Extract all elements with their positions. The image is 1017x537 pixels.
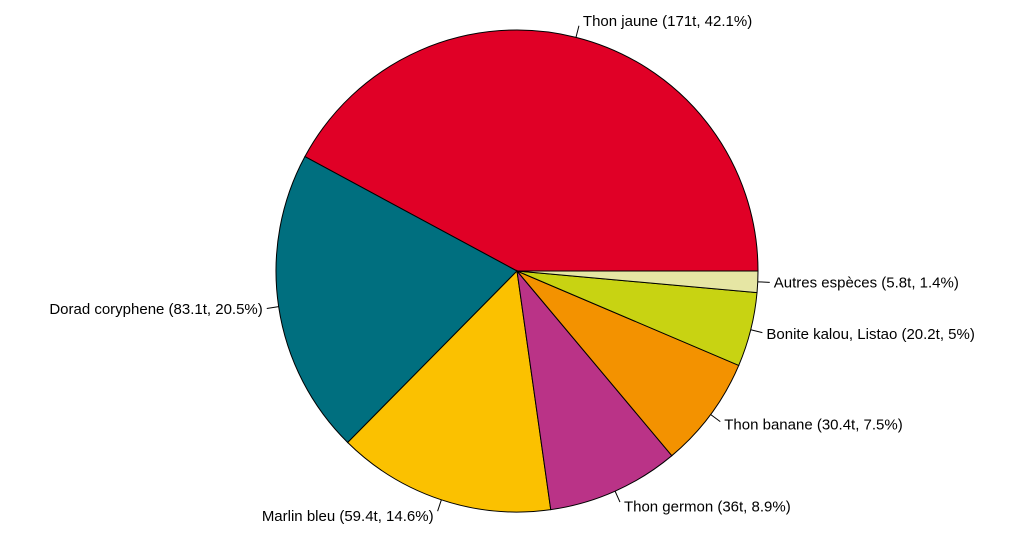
slice-label-thon-jaune: Thon jaune (171t, 42.1%) <box>583 13 752 30</box>
pie-slice-thon-jaune <box>304 29 759 272</box>
pie-slice-autres-especes <box>516 270 759 294</box>
slice-label-thon-germon: Thon germon (36t, 8.9%) <box>624 499 791 516</box>
slice-label-marlin-bleu: Marlin bleu (59.4t, 14.6%) <box>262 508 434 525</box>
pie-slice-thon-germon <box>516 269 673 511</box>
leader-line-thon-germon <box>614 490 621 503</box>
leader-line-autres-especes <box>757 281 770 283</box>
pie-slices <box>275 29 759 513</box>
slice-label-autres-especes: Autres espèces (5.8t, 1.4%) <box>774 275 959 292</box>
leader-line-bonite-kalou-listao <box>750 329 763 334</box>
leader-line-dorad-coryphene <box>266 306 279 309</box>
slice-label-bonite-kalou-listao: Bonite kalou, Listao (20.2t, 5%) <box>766 326 974 343</box>
leader-line-marlin-bleu <box>437 499 442 512</box>
leader-line-thon-jaune <box>575 25 580 38</box>
leader-line-thon-banane <box>710 414 721 423</box>
slice-label-dorad-coryphene: Dorad coryphene (83.1t, 20.5%) <box>49 301 262 318</box>
pie-slice-thon-banane <box>516 270 740 457</box>
pie-labels: Thon jaune (171t, 42.1%) Dorad coryphene … <box>49 13 975 525</box>
slice-label-thon-banane: Thon banane (30.4t, 7.5%) <box>724 417 902 434</box>
pie-leader-lines <box>266 25 770 512</box>
